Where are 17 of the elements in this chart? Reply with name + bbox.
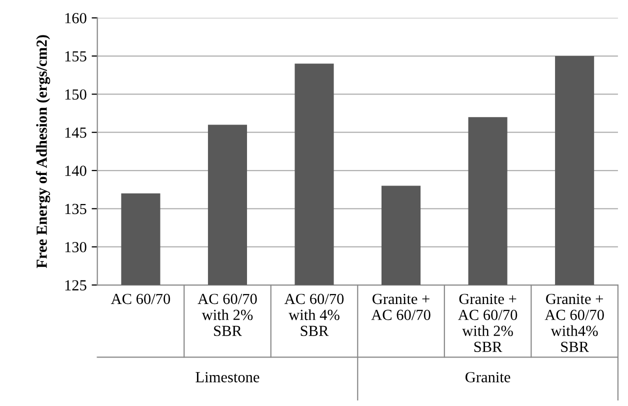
y-tick-label: 155 (65, 51, 86, 62)
x-tick-label: AC 60/70 with 4% SBR (284, 294, 344, 336)
y-tick-label: 150 (65, 89, 86, 100)
text: Limestone (196, 372, 260, 382)
y-axis-title: Free Energy of Adhesion (ergs/cm2) (36, 35, 50, 268)
y-tick-label: 125 (65, 280, 86, 290)
x-tick-label: AC 60/70 (110, 294, 170, 304)
x-tick-label: Granite + AC 60/70 (371, 294, 430, 320)
x-tick-label: Granite + AC 60/70 with 2% SBR (458, 294, 518, 352)
y-tick-label: 135 (65, 204, 86, 214)
x-tick-label: Granite + AC 60/70 with4% SBR (544, 294, 604, 352)
x-tick-label: AC 60/70 with 2% SBR (198, 294, 257, 336)
y-tick-label: 140 (65, 166, 86, 176)
y-tick-label: 145 (65, 128, 86, 138)
text: Granite (466, 372, 510, 382)
y-tick-label: 160 (65, 13, 86, 24)
y-tick-label: 130 (65, 242, 86, 252)
